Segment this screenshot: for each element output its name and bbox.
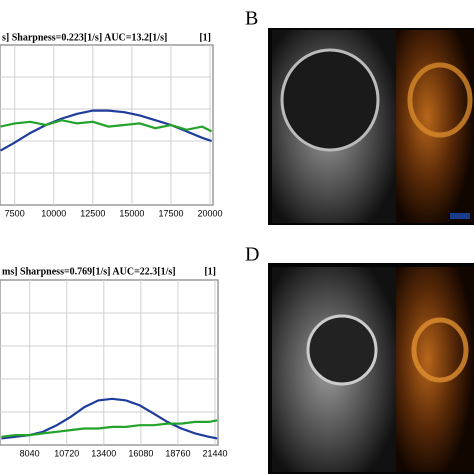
series-line: [1, 419, 218, 438]
x-tick-label: 15000: [119, 208, 144, 218]
x-tick-label: 18760: [165, 448, 190, 458]
panel-label: D: [245, 244, 259, 266]
x-tick-label: 8040: [20, 448, 40, 458]
x-tick-label: 10720: [54, 448, 79, 458]
series-line: [0, 119, 213, 133]
chart-annotation: [1]: [204, 266, 216, 277]
plot-area: [0, 279, 219, 446]
x-tick-label: 21440: [203, 448, 228, 458]
x-tick-label: 12500: [80, 208, 105, 218]
panel-label: B: [245, 8, 258, 30]
x-tick-label: 7500: [5, 208, 25, 218]
x-tick-label: 10000: [41, 208, 66, 218]
plot-area: [0, 44, 214, 206]
chart-header: ms] Sharpness=0.769[1/s] AUC=22.3[1/s]: [2, 266, 176, 277]
chart-annotation: [1]: [199, 32, 211, 43]
x-tick-label: 13400: [91, 448, 116, 458]
image-bottom: [268, 263, 474, 474]
image-top: [268, 28, 474, 225]
x-tick-label: 20000: [198, 208, 223, 218]
x-tick-label: 16080: [128, 448, 153, 458]
chart-header: s] Sharpness=0.223[1/s] AUC=13.2[1/s]: [2, 32, 167, 43]
x-tick-label: 17500: [158, 208, 183, 218]
